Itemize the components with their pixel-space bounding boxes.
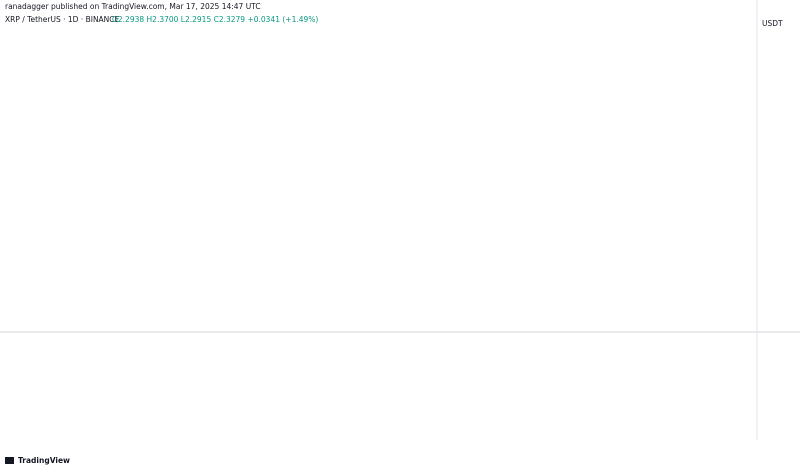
symbol: XRP / TetherUS · 1D · BINANCE (5, 15, 120, 24)
footer-logo: TradingView (18, 456, 70, 465)
ohlc: O2.2938 H2.3700 L2.2915 C2.3279 +0.0341 … (112, 15, 318, 24)
logo-icon (5, 457, 14, 464)
publisher: ranadagger published on TradingView.com,… (5, 2, 261, 11)
currency: USDT (762, 19, 783, 28)
